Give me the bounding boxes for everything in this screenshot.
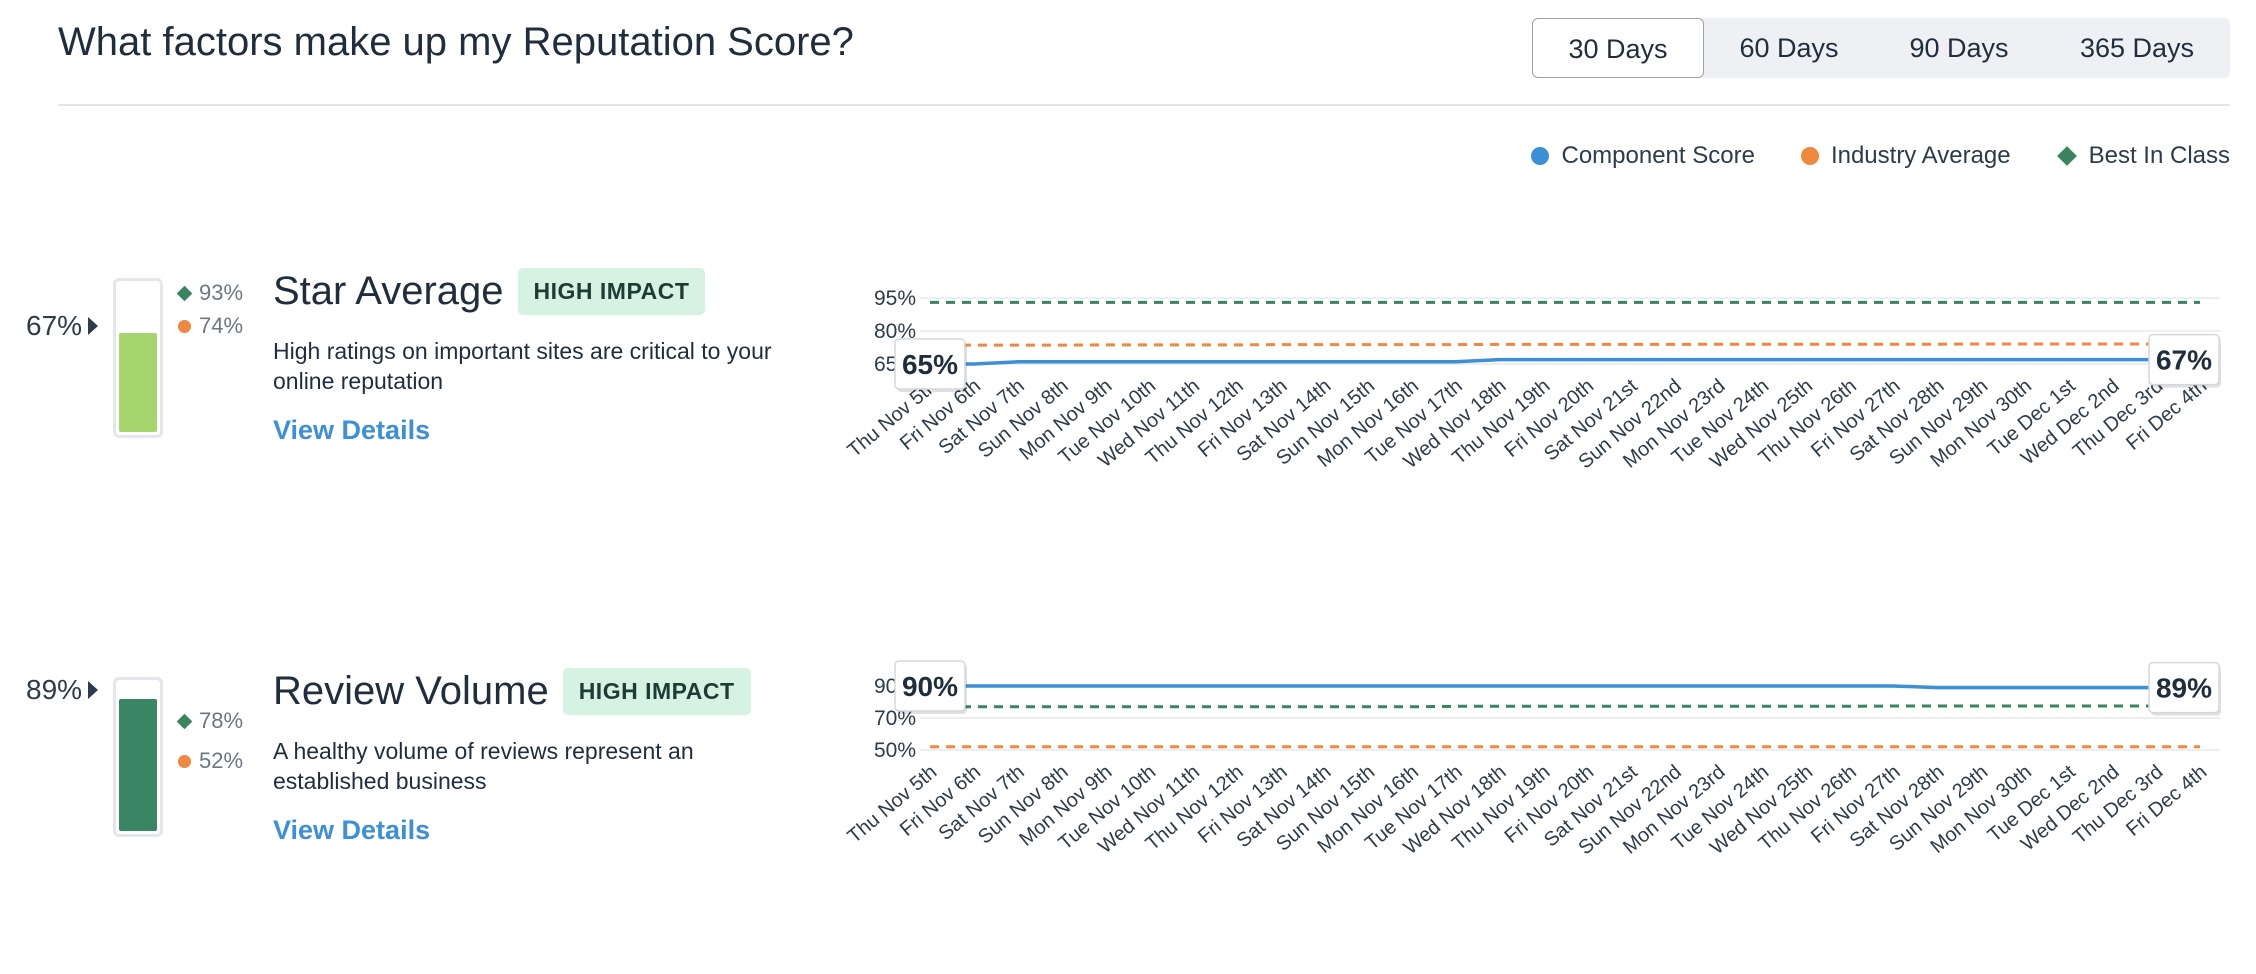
score-value: 89% xyxy=(26,674,99,706)
score-value: 67% xyxy=(26,310,99,342)
legend-label: Best In Class xyxy=(2088,142,2230,169)
component-score-line xyxy=(930,357,2200,366)
legend-component-score[interactable]: Component Score xyxy=(1531,142,1755,170)
circle-marker-icon xyxy=(1800,147,1819,165)
circle-marker-icon xyxy=(178,319,191,333)
benchmark-label: 78% xyxy=(199,708,244,733)
impact-badge: HIGH IMPACT xyxy=(517,268,706,315)
diamond-marker-icon xyxy=(2056,146,2077,166)
metric-title: Review Volume xyxy=(273,669,549,713)
industry-average-line xyxy=(929,342,2200,347)
diamond-marker-icon xyxy=(176,713,193,729)
score-gauge xyxy=(113,677,163,837)
y-tick-label: 80% xyxy=(874,320,916,343)
metric-title-row: Review Volume HIGH IMPACT xyxy=(273,668,751,715)
tab-30-days[interactable]: 30 Days xyxy=(1532,18,1704,78)
metric-star-average: 67% 93% 74% Star Average HIGH IMPACT Hig… xyxy=(0,260,2256,560)
impact-badge: HIGH IMPACT xyxy=(562,668,751,715)
industry-average-benchmark: 74% xyxy=(178,313,243,339)
tab-90-days[interactable]: 90 Days xyxy=(1909,33,2009,63)
score-label: 67% xyxy=(26,310,83,341)
metric-review-volume: 89% 78% 52% Review Volume HIGH IMPACT A … xyxy=(0,660,2256,960)
page-title: What factors make up my Reputation Score… xyxy=(58,20,854,64)
metric-title-row: Star Average HIGH IMPACT xyxy=(273,268,706,315)
metric-description: A healthy volume of reviews represent an… xyxy=(273,738,694,794)
benchmark-label: 93% xyxy=(199,280,244,305)
benchmark-label: 74% xyxy=(199,313,244,338)
gauge-fill xyxy=(119,332,157,432)
y-tick-label: 50% xyxy=(874,739,916,762)
diamond-marker-icon xyxy=(176,285,193,301)
y-tick-label: 95% xyxy=(874,287,916,310)
end-value-callout: 67% xyxy=(2148,333,2221,388)
header-divider xyxy=(58,104,2230,106)
callout-label: 89% xyxy=(2156,673,2212,704)
metric-description: High ratings on important sites are crit… xyxy=(273,338,772,394)
caret-right-icon xyxy=(88,681,99,699)
callout-label: 90% xyxy=(902,671,958,702)
legend-best-in-class[interactable]: Best In Class xyxy=(2056,142,2230,170)
callout-label: 65% xyxy=(902,349,958,380)
circle-marker-icon xyxy=(1531,147,1550,165)
metric-title: Star Average xyxy=(273,269,504,313)
legend-industry-average[interactable]: Industry Average xyxy=(1800,142,2011,170)
callout-box xyxy=(894,338,966,390)
benchmark-label: 52% xyxy=(199,748,244,773)
end-value-callout: 89% xyxy=(2148,661,2221,716)
start-value-callout: 65% xyxy=(894,338,967,392)
gauge-fill xyxy=(119,699,157,831)
range-tabs: 30 Days 60 Days 90 Days 365 Days xyxy=(1532,18,2230,78)
callout-label: 67% xyxy=(2156,345,2212,376)
legend-label: Component Score xyxy=(1561,142,1755,169)
component-score-line xyxy=(930,684,2200,690)
callout-box xyxy=(894,660,966,712)
score-label: 89% xyxy=(26,674,83,705)
start-value-callout: 90% xyxy=(894,660,967,714)
industry-average-benchmark: 52% xyxy=(178,748,243,774)
y-tick-label: 70% xyxy=(874,707,916,730)
tab-60-days[interactable]: 60 Days xyxy=(1739,33,1839,63)
tab-365-days[interactable]: 365 Days xyxy=(2079,33,2195,63)
circle-marker-icon xyxy=(178,754,191,768)
best-in-class-line xyxy=(930,704,2200,709)
legend-label: Industry Average xyxy=(1830,142,2011,169)
best-in-class-benchmark: 93% xyxy=(176,280,244,306)
view-details-link[interactable]: View Details xyxy=(273,815,431,845)
view-details-link[interactable]: View Details xyxy=(273,415,431,445)
best-in-class-benchmark: 78% xyxy=(176,708,244,734)
score-gauge xyxy=(113,278,163,438)
chart-legend: Component Score Industry Average Best In… xyxy=(1531,142,2230,170)
callout-box xyxy=(2148,333,2220,386)
callout-box xyxy=(2148,661,2220,714)
caret-right-icon xyxy=(88,317,99,335)
